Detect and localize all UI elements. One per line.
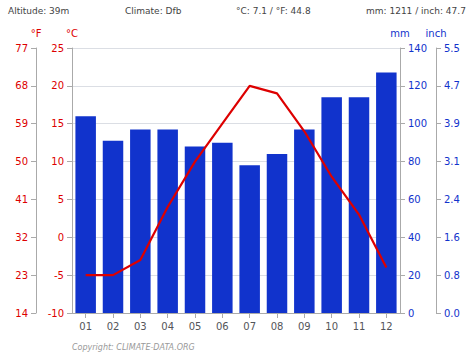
svg-text:Copyright: CLIMATE-DATA.ORG: Copyright: CLIMATE-DATA.ORG (72, 343, 195, 352)
svg-text:°C: 7.1 / °F: 44.8: °C: 7.1 / °F: 44.8 (236, 6, 311, 16)
svg-text:25: 25 (51, 43, 64, 54)
svg-text:32: 32 (15, 232, 28, 243)
svg-text:0: 0 (58, 232, 64, 243)
svg-text:°F: °F (31, 28, 42, 39)
svg-text:10: 10 (325, 321, 338, 332)
svg-text:0: 0 (408, 308, 414, 319)
svg-text:08: 08 (271, 321, 284, 332)
svg-text:-10: -10 (48, 308, 64, 319)
svg-text:06: 06 (216, 321, 229, 332)
svg-text:05: 05 (189, 321, 202, 332)
svg-text:100: 100 (408, 118, 427, 129)
svg-text:-5: -5 (54, 270, 64, 281)
svg-text:40: 40 (408, 232, 421, 243)
svg-text:4.7: 4.7 (444, 80, 460, 91)
svg-text:11: 11 (353, 321, 366, 332)
svg-text:mm: mm (390, 28, 409, 39)
svg-text:5.5: 5.5 (444, 43, 460, 54)
svg-text:120: 120 (408, 80, 427, 91)
svg-text:60: 60 (408, 194, 421, 205)
svg-text:15: 15 (51, 118, 64, 129)
svg-text:01: 01 (79, 321, 92, 332)
svg-text:12: 12 (380, 321, 393, 332)
svg-text:80: 80 (408, 156, 421, 167)
svg-text:5: 5 (58, 194, 64, 205)
svg-text:3.1: 3.1 (444, 156, 460, 167)
svg-text:20: 20 (51, 80, 64, 91)
svg-text:Climate: Dfb: Climate: Dfb (125, 6, 182, 16)
svg-text:41: 41 (15, 194, 28, 205)
svg-text:10: 10 (51, 156, 64, 167)
svg-text:02: 02 (107, 321, 120, 332)
svg-text:03: 03 (134, 321, 147, 332)
svg-text:68: 68 (15, 80, 28, 91)
svg-text:07: 07 (243, 321, 256, 332)
svg-text:°C: °C (66, 28, 78, 39)
svg-text:mm: 1211 / inch: 47.7: mm: 1211 / inch: 47.7 (366, 6, 466, 16)
svg-text:09: 09 (298, 321, 311, 332)
svg-text:Altitude: 39m: Altitude: 39m (8, 6, 69, 16)
svg-text:14: 14 (15, 308, 28, 319)
svg-text:0.8: 0.8 (444, 270, 460, 281)
svg-text:2.4: 2.4 (444, 194, 460, 205)
svg-text:23: 23 (15, 270, 28, 281)
svg-text:0.0: 0.0 (444, 308, 460, 319)
svg-text:1.6: 1.6 (444, 232, 460, 243)
svg-text:140: 140 (408, 43, 427, 54)
svg-text:59: 59 (15, 118, 28, 129)
svg-text:3.9: 3.9 (444, 118, 460, 129)
svg-text:20: 20 (408, 270, 421, 281)
svg-text:04: 04 (161, 321, 174, 332)
svg-text:77: 77 (15, 43, 28, 54)
svg-text:50: 50 (15, 156, 28, 167)
svg-text:inch: inch (426, 28, 447, 39)
